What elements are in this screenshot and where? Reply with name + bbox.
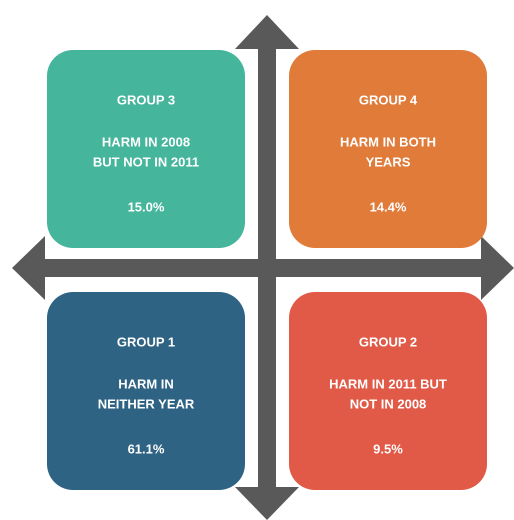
arrow-up — [235, 15, 299, 49]
box-background — [47, 292, 245, 490]
quadrant-box: GROUP 2 HARM IN 2011 BUT NOT IN 2008 9.5% — [289, 292, 487, 490]
quadrant-box: GROUP 3 HARM IN 2008 BUT NOT IN 2011 15.0% — [47, 50, 245, 248]
group-share: 15.0% — [128, 199, 165, 214]
quadrant-box: GROUP 1 HARM IN NEITHER YEAR 61.1% — [47, 292, 245, 490]
group-description: BUT NOT IN 2011 — [93, 154, 199, 169]
box-background — [289, 50, 487, 248]
arrow-down — [235, 487, 299, 520]
group-name: GROUP 2 — [359, 334, 417, 349]
group-name: GROUP 4 — [359, 92, 418, 107]
group-description: NOT IN 2008 — [350, 396, 427, 411]
group-description: HARM IN 2008 — [102, 134, 190, 149]
group-share: 9.5% — [373, 441, 403, 456]
horizontal-axis — [40, 259, 490, 277]
group-description: HARM IN — [118, 376, 174, 391]
quadrant-box: GROUP 4 HARM IN BOTH YEARS 14.4% — [289, 50, 487, 248]
group-share: 61.1% — [128, 441, 165, 456]
arrow-right — [481, 236, 514, 300]
group-description: HARM IN BOTH — [340, 134, 436, 149]
arrow-left — [12, 236, 45, 300]
axes — [12, 15, 514, 520]
group-share: 14.4% — [370, 199, 407, 214]
group-description: HARM IN 2011 BUT — [329, 376, 447, 391]
group-name: GROUP 3 — [117, 92, 175, 107]
box-background — [47, 50, 245, 248]
group-description: NEITHER YEAR — [98, 396, 195, 411]
group-description: YEARS — [366, 154, 411, 169]
box-background — [289, 292, 487, 490]
group-name: GROUP 1 — [117, 334, 175, 349]
